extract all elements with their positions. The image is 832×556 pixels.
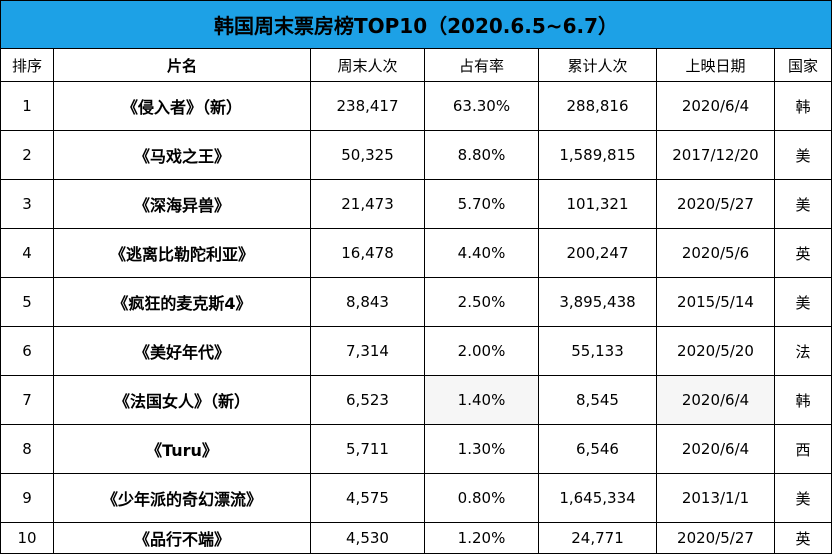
film-cell: 《深海异兽》 xyxy=(53,179,311,229)
rank-cell: 9 xyxy=(0,473,54,523)
weekend-cell: 6,523 xyxy=(310,375,425,425)
table-row: 5 《疯狂的麦克斯4》 8,843 2.50% 3,895,438 2015/5… xyxy=(0,277,832,327)
total-cell: 1,589,815 xyxy=(538,130,657,180)
film-cell: 《疯狂的麦克斯4》 xyxy=(53,277,311,327)
share-cell: 8.80% xyxy=(424,130,539,180)
country-cell: 美 xyxy=(774,473,832,523)
weekend-cell: 238,417 xyxy=(310,81,425,131)
country-cell: 美 xyxy=(774,179,832,229)
column-header-total: 累计人次 xyxy=(538,48,657,82)
table-row: 1 《侵入者》（新） 238,417 63.30% 288,816 2020/6… xyxy=(0,81,832,131)
country-cell: 韩 xyxy=(774,81,832,131)
weekend-cell: 5,711 xyxy=(310,424,425,474)
rank-cell: 6 xyxy=(0,326,54,376)
share-cell: 1.30% xyxy=(424,424,539,474)
rank-cell: 8 xyxy=(0,424,54,474)
country-cell: 英 xyxy=(774,522,832,554)
table-row: 4 《逃离比勒陀利亚》 16,478 4.40% 200,247 2020/5/… xyxy=(0,228,832,278)
date-cell: 2013/1/1 xyxy=(656,473,775,523)
table-row: 9 《少年派的奇幻漂流》 4,575 0.80% 1,645,334 2013/… xyxy=(0,473,832,523)
table-row: 6 《美好年代》 7,314 2.00% 55,133 2020/5/20 法 xyxy=(0,326,832,376)
table-row: 8 《Turu》 5,711 1.30% 6,546 2020/6/4 西 xyxy=(0,424,832,474)
table-row: 7 《法国女人》（新） 6,523 1.40% 8,545 2020/6/4 韩 xyxy=(0,375,832,425)
table-row: 2 《马戏之王》 50,325 8.80% 1,589,815 2017/12/… xyxy=(0,130,832,180)
total-cell: 3,895,438 xyxy=(538,277,657,327)
box-office-table: 排序 片名 周末人次 占有率 累计人次 上映日期 国家 1 《侵入者》（新） 2… xyxy=(0,48,832,554)
film-cell: 《Turu》 xyxy=(53,424,311,474)
total-cell: 288,816 xyxy=(538,81,657,131)
weekend-cell: 4,530 xyxy=(310,522,425,554)
weekend-cell: 8,843 xyxy=(310,277,425,327)
date-cell: 2020/5/27 xyxy=(656,522,775,554)
date-cell: 2017/12/20 xyxy=(656,130,775,180)
column-header-share: 占有率 xyxy=(424,48,539,82)
rank-cell: 1 xyxy=(0,81,54,131)
country-cell: 英 xyxy=(774,228,832,278)
country-cell: 美 xyxy=(774,277,832,327)
date-cell: 2020/5/6 xyxy=(656,228,775,278)
date-cell: 2020/6/4 xyxy=(656,375,775,425)
share-cell: 63.30% xyxy=(424,81,539,131)
share-cell: 1.40% xyxy=(424,375,539,425)
share-cell: 2.50% xyxy=(424,277,539,327)
country-cell: 西 xyxy=(774,424,832,474)
column-header-country: 国家 xyxy=(774,48,832,82)
table-row: 3 《深海异兽》 21,473 5.70% 101,321 2020/5/27 … xyxy=(0,179,832,229)
rank-cell: 5 xyxy=(0,277,54,327)
column-header-weekend: 周末人次 xyxy=(310,48,425,82)
film-cell: 《品行不端》 xyxy=(53,522,311,554)
share-cell: 5.70% xyxy=(424,179,539,229)
film-cell: 《美好年代》 xyxy=(53,326,311,376)
rank-cell: 2 xyxy=(0,130,54,180)
share-cell: 1.20% xyxy=(424,522,539,554)
rank-cell: 7 xyxy=(0,375,54,425)
weekend-cell: 50,325 xyxy=(310,130,425,180)
share-cell: 2.00% xyxy=(424,326,539,376)
rank-cell: 4 xyxy=(0,228,54,278)
country-cell: 韩 xyxy=(774,375,832,425)
weekend-cell: 7,314 xyxy=(310,326,425,376)
share-cell: 0.80% xyxy=(424,473,539,523)
country-cell: 美 xyxy=(774,130,832,180)
header-row: 排序 片名 周末人次 占有率 累计人次 上映日期 国家 xyxy=(0,48,832,82)
column-header-date: 上映日期 xyxy=(656,48,775,82)
country-cell: 法 xyxy=(774,326,832,376)
column-header-film: 片名 xyxy=(53,48,311,82)
table-title: 韩国周末票房榜TOP10（2020.6.5~6.7） xyxy=(0,0,832,49)
rank-cell: 10 xyxy=(0,522,54,554)
date-cell: 2020/6/4 xyxy=(656,81,775,131)
total-cell: 1,645,334 xyxy=(538,473,657,523)
weekend-cell: 16,478 xyxy=(310,228,425,278)
date-cell: 2020/5/27 xyxy=(656,179,775,229)
film-cell: 《少年派的奇幻漂流》 xyxy=(53,473,311,523)
total-cell: 24,771 xyxy=(538,522,657,554)
total-cell: 55,133 xyxy=(538,326,657,376)
share-cell: 4.40% xyxy=(424,228,539,278)
film-cell: 《侵入者》（新） xyxy=(53,81,311,131)
total-cell: 8,545 xyxy=(538,375,657,425)
weekend-cell: 21,473 xyxy=(310,179,425,229)
date-cell: 2020/6/4 xyxy=(656,424,775,474)
table-row: 10 《品行不端》 4,530 1.20% 24,771 2020/5/27 英 xyxy=(0,522,832,554)
date-cell: 2015/5/14 xyxy=(656,277,775,327)
total-cell: 6,546 xyxy=(538,424,657,474)
film-cell: 《马戏之王》 xyxy=(53,130,311,180)
film-cell: 《逃离比勒陀利亚》 xyxy=(53,228,311,278)
date-cell: 2020/5/20 xyxy=(656,326,775,376)
column-header-rank: 排序 xyxy=(0,48,54,82)
weekend-cell: 4,575 xyxy=(310,473,425,523)
total-cell: 101,321 xyxy=(538,179,657,229)
rank-cell: 3 xyxy=(0,179,54,229)
film-cell: 《法国女人》（新） xyxy=(53,375,311,425)
total-cell: 200,247 xyxy=(538,228,657,278)
